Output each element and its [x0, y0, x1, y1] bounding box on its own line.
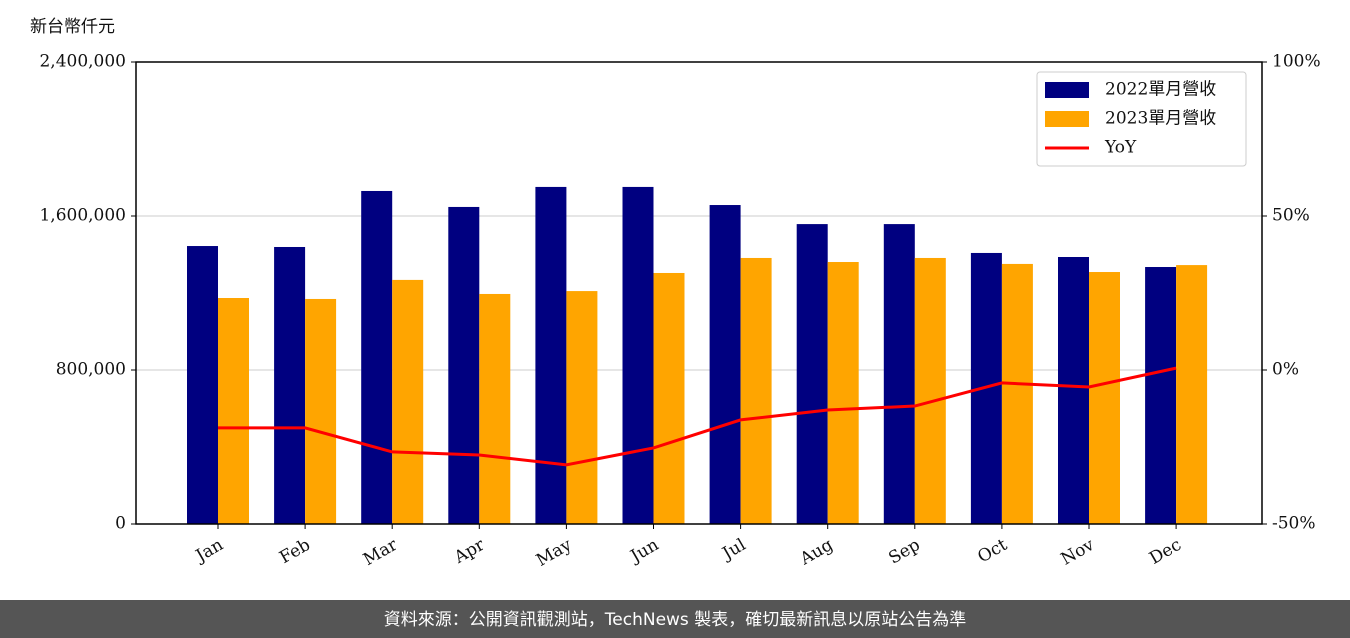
x-tick-label: Aug	[796, 535, 837, 570]
y-tick-label: 800,000	[56, 360, 126, 380]
y-tick-label: 2,400,000	[39, 52, 126, 72]
y-axis-title: 新台幣仟元	[30, 17, 115, 37]
footer-bar	[0, 600, 1350, 638]
bar	[1176, 265, 1208, 524]
x-tick-label: Apr	[450, 534, 489, 568]
x-tick-label: Jul	[718, 535, 750, 565]
x-tick-label: Dec	[1146, 535, 1185, 569]
x-tick-label: Jan	[191, 535, 227, 567]
legend-label: YoY	[1104, 138, 1137, 158]
bar	[1089, 272, 1120, 524]
bar	[1058, 257, 1089, 524]
footer-text: 資料來源：公開資訊觀測站，TechNews 製表，確切最新訊息以原站公告為準	[384, 610, 966, 630]
bar	[914, 257, 946, 524]
x-tick-label: Nov	[1058, 535, 1098, 570]
legend-label: 2022單月營收	[1105, 80, 1216, 100]
bar	[1001, 263, 1033, 524]
bar	[622, 186, 654, 524]
y2-tick-label: 0%	[1272, 360, 1299, 380]
bar	[827, 262, 859, 524]
legend-label: 2023單月營收	[1105, 109, 1216, 129]
bar	[305, 298, 337, 524]
bar	[796, 224, 828, 524]
bar	[361, 190, 393, 524]
x-tick-label: May	[533, 535, 576, 571]
legend: 2022單月營收 2023單月營收 YoY	[1036, 71, 1247, 167]
bar	[566, 291, 598, 524]
bar	[187, 246, 218, 524]
bar	[883, 224, 915, 524]
bar	[392, 279, 424, 524]
yoy-line	[218, 366, 1177, 467]
y-tick-label: 0	[115, 514, 126, 534]
x-tick-label: Mar	[360, 534, 402, 570]
y2-tick-label: 100%	[1272, 52, 1321, 72]
bar	[535, 186, 567, 524]
bar	[709, 205, 741, 524]
bar	[1145, 267, 1177, 524]
x-tick-label: Feb	[276, 535, 314, 568]
plot-frame	[135, 61, 1263, 525]
legend-swatch	[1045, 82, 1089, 98]
x-tick-label: Jun	[626, 535, 663, 568]
x-tick-label: Oct	[974, 535, 1010, 568]
bar	[740, 257, 772, 524]
x-tick-label: Sep	[885, 535, 923, 569]
bar	[448, 206, 480, 524]
y2-tick-label: 50%	[1272, 206, 1310, 226]
legend-box	[1036, 71, 1247, 167]
bar	[479, 293, 511, 524]
bar	[274, 246, 306, 524]
y-tick-label: 1,600,000	[39, 206, 126, 226]
bar	[653, 272, 685, 524]
y2-tick-label: -50%	[1272, 514, 1316, 534]
bar	[218, 298, 249, 524]
legend-swatch	[1045, 111, 1089, 127]
